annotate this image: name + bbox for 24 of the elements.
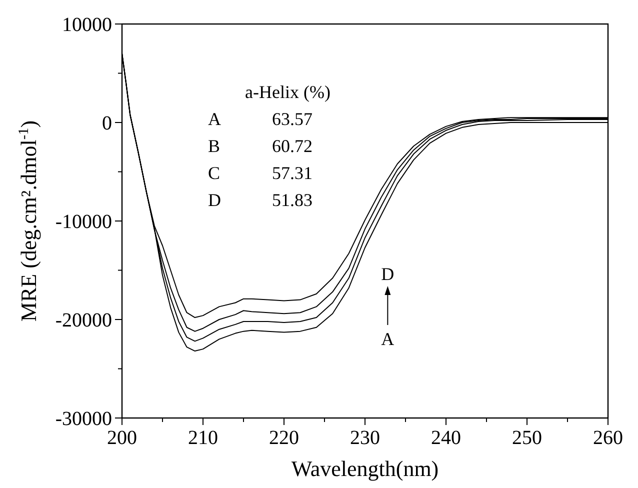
x-tick-label: 220	[269, 427, 299, 449]
y-tick-label: 10000	[62, 14, 112, 36]
annotation: D	[381, 264, 394, 284]
annotation: 57.31	[272, 163, 312, 183]
y-tick-label: -10000	[55, 211, 112, 233]
annotation: C	[208, 163, 220, 183]
annotation: D	[208, 190, 221, 210]
x-tick-label: 200	[107, 427, 137, 449]
annotation: 60.72	[272, 136, 312, 156]
y-tick-label: -20000	[55, 310, 112, 332]
annotation: 63.57	[272, 109, 312, 129]
x-tick-label: 240	[431, 427, 461, 449]
y-tick-label: -30000	[55, 408, 112, 430]
x-tick-label: 230	[350, 427, 380, 449]
annotation: a-Helix (%)	[245, 82, 330, 102]
annotation: A	[381, 329, 394, 349]
y-tick-label: 0	[102, 112, 112, 134]
x-tick-label: 260	[593, 427, 623, 449]
x-axis-title: Wavelength(nm)	[291, 456, 439, 481]
annotation: A	[208, 109, 221, 129]
x-tick-label: 210	[188, 427, 218, 449]
annotation: 51.83	[272, 190, 312, 210]
annotation: B	[208, 136, 220, 156]
x-tick-label: 250	[512, 427, 542, 449]
